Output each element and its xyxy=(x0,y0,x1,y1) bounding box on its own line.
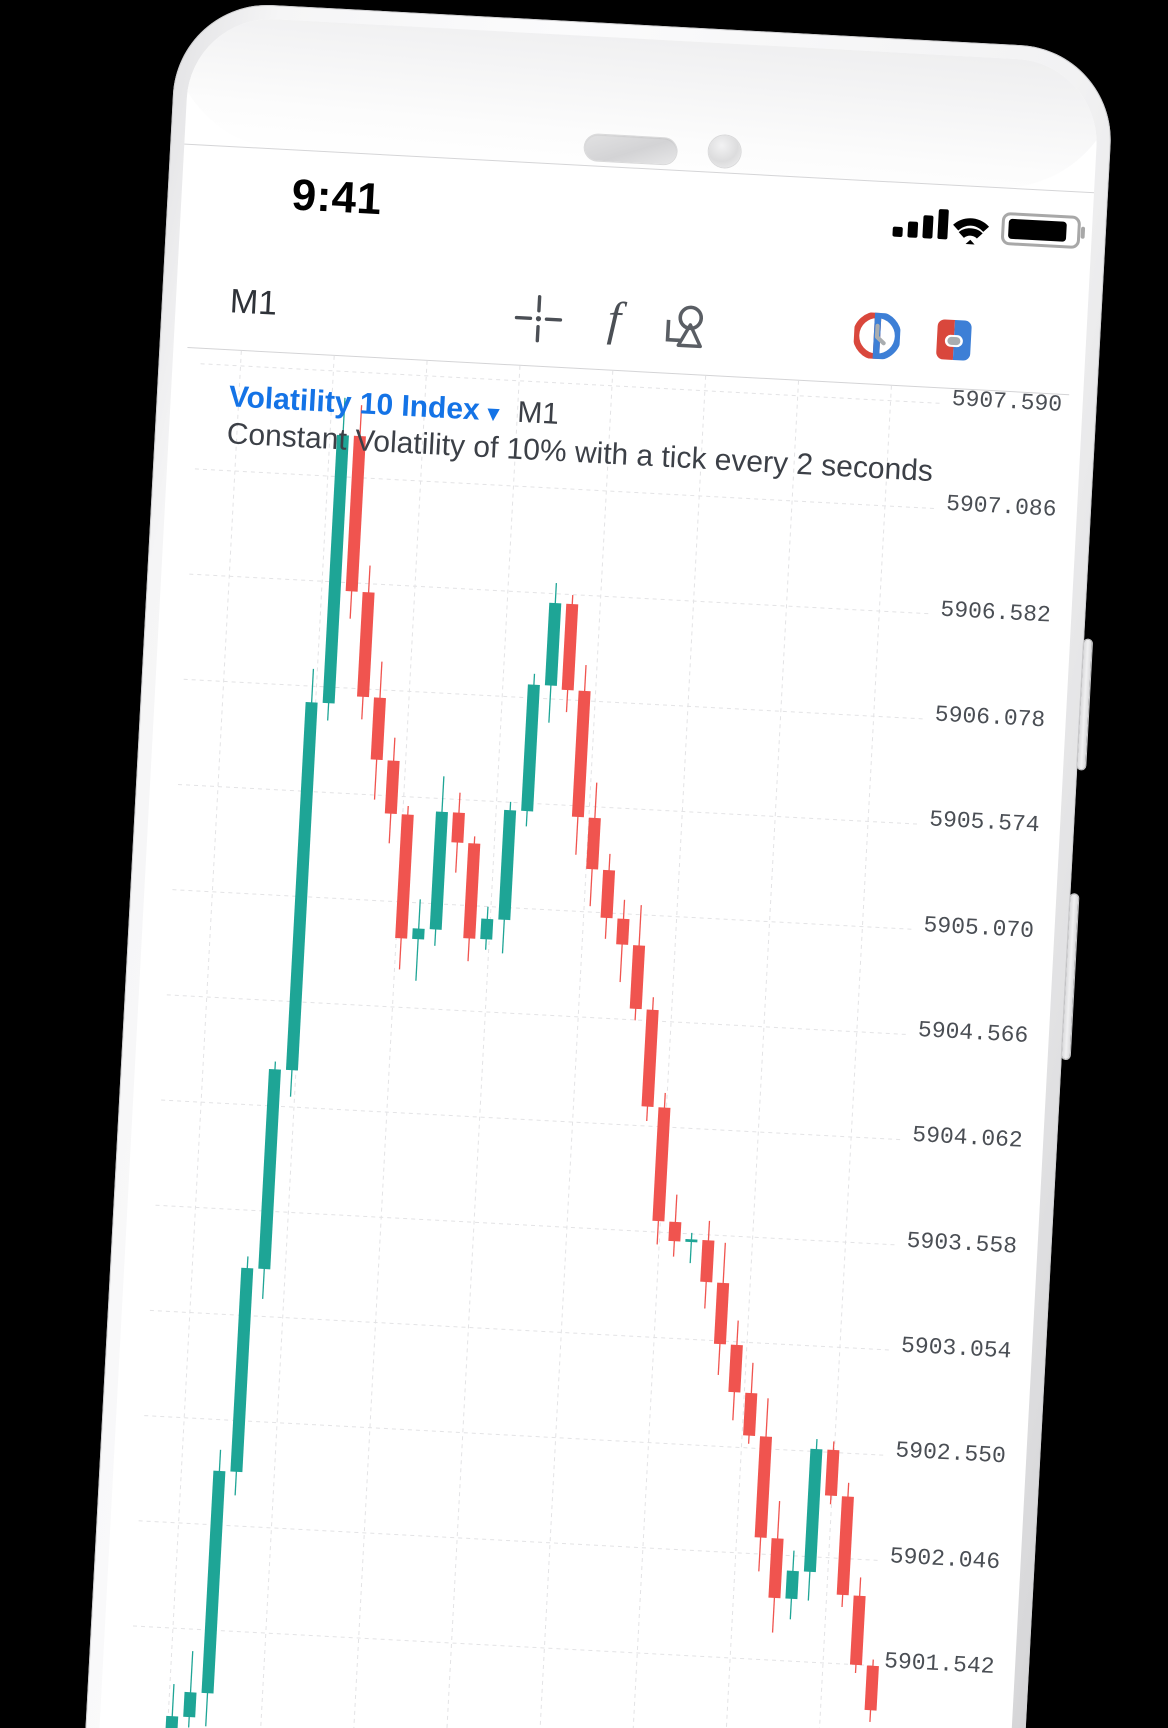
svg-text:f: f xyxy=(606,292,628,346)
